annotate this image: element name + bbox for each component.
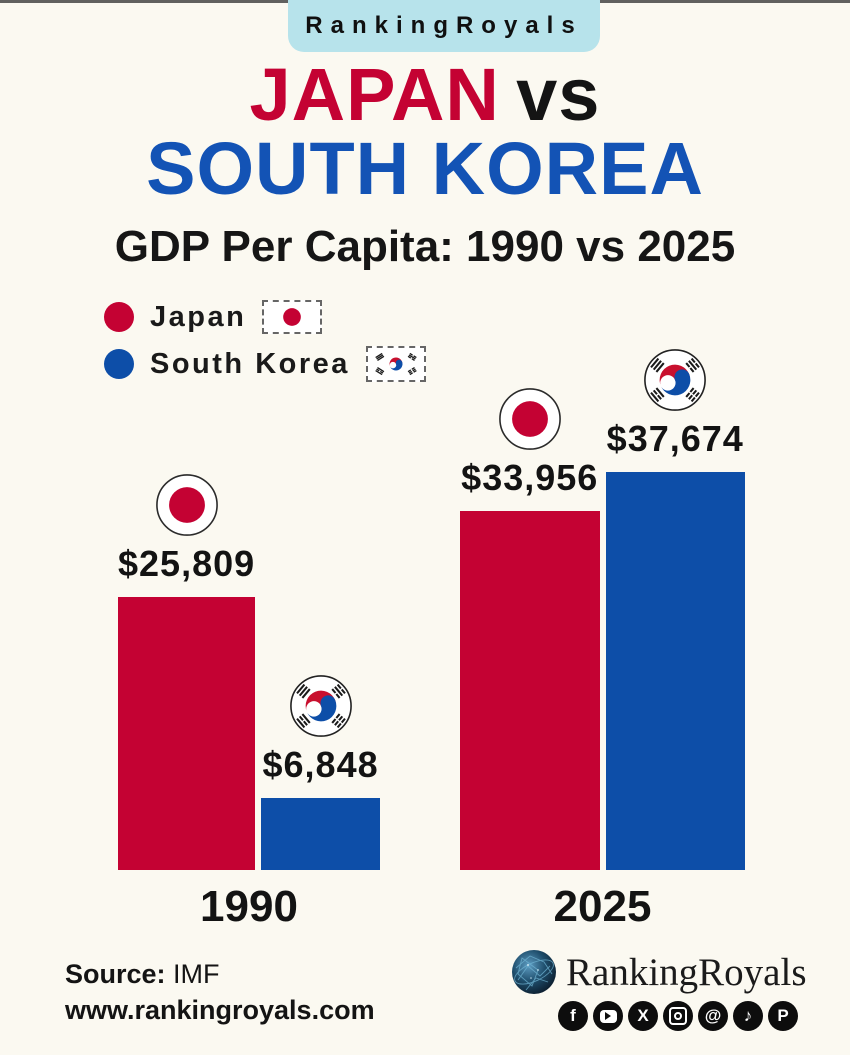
threads-icon[interactable]: @ <box>698 1001 728 1031</box>
instagram-icon[interactable] <box>663 1001 693 1031</box>
source-block: Source: IMF www.rankingroyals.com <box>65 956 375 1029</box>
title-vs: vs <box>516 53 601 136</box>
bar-column-japan-2025: $33,956 <box>460 330 600 870</box>
bar-column-korea-2025: $37,674 <box>605 330 745 870</box>
youtube-icon[interactable] <box>593 1001 623 1031</box>
tiktok-icon[interactable]: ♪ <box>733 1001 763 1031</box>
globe-logo-icon <box>512 950 556 994</box>
social-icons: f X @ ♪ P <box>558 1001 810 1031</box>
japan-flag-icon <box>262 300 323 334</box>
bar-chart: $25,809 $6,848 $33,956 $37,674 <box>0 330 850 870</box>
legend-label-south-korea: South Korea <box>150 347 350 380</box>
bar-japan-2025 <box>460 511 600 870</box>
bar-group-1990: $25,809 $6,848 <box>118 330 380 870</box>
bar-korea-1990 <box>261 798 380 870</box>
pinterest-icon[interactable]: P <box>768 1001 798 1031</box>
chart-subtitle: GDP Per Capita: 1990 vs 2025 <box>114 222 736 271</box>
bar-korea-2025 <box>605 472 745 870</box>
south-korea-dot-icon <box>104 349 134 379</box>
website-link[interactable]: www.rankingroyals.com <box>65 995 375 1026</box>
category-label-1990: 1990 <box>200 882 298 931</box>
japan-flag-badge-icon <box>498 387 562 451</box>
footer-brand-block: RankingRoyals f X @ ♪ P <box>510 948 810 1031</box>
source-value: IMF <box>173 959 220 989</box>
south-korea-flag-icon <box>365 346 426 382</box>
bar-group-2025: $33,956 $37,674 <box>460 330 745 870</box>
footer-brand-row: RankingRoyals <box>510 948 810 996</box>
south-korea-flag-badge-icon <box>289 674 353 738</box>
title-japan: JAPAN <box>249 53 500 136</box>
brand-banner-label: RankingRoyals <box>305 12 583 39</box>
legend-item-japan: Japan <box>104 300 426 334</box>
footer-brand-name: RankingRoyals <box>566 950 807 994</box>
bar-column-korea-1990: $6,848 <box>261 330 380 870</box>
bar-japan-1990 <box>118 597 256 870</box>
brand-banner: RankingRoyals <box>288 0 600 52</box>
value-label-japan-1990: $25,809 <box>118 543 256 584</box>
japan-flag-badge-icon <box>155 473 219 537</box>
legend: Japan South Korea <box>104 300 426 382</box>
title-line2: SOUTH KOREA <box>146 127 704 210</box>
x-icon[interactable]: X <box>628 1001 658 1031</box>
facebook-icon[interactable]: f <box>558 1001 588 1031</box>
bar-column-japan-1990: $25,809 <box>118 330 256 870</box>
legend-item-south-korea: South Korea <box>104 346 426 382</box>
value-label-japan-2025: $33,956 <box>461 457 599 498</box>
legend-label-japan: Japan <box>150 300 247 333</box>
value-label-korea-1990: $6,848 <box>262 744 379 785</box>
japan-dot-icon <box>104 302 134 332</box>
source-label: Source: <box>65 959 166 989</box>
source-line: Source: IMF <box>65 956 375 992</box>
south-korea-flag-badge-icon <box>643 348 707 412</box>
title-line1: JAPAN vs <box>0 58 850 132</box>
category-label-2025: 2025 <box>553 882 652 931</box>
value-label-korea-2025: $37,674 <box>606 418 744 459</box>
